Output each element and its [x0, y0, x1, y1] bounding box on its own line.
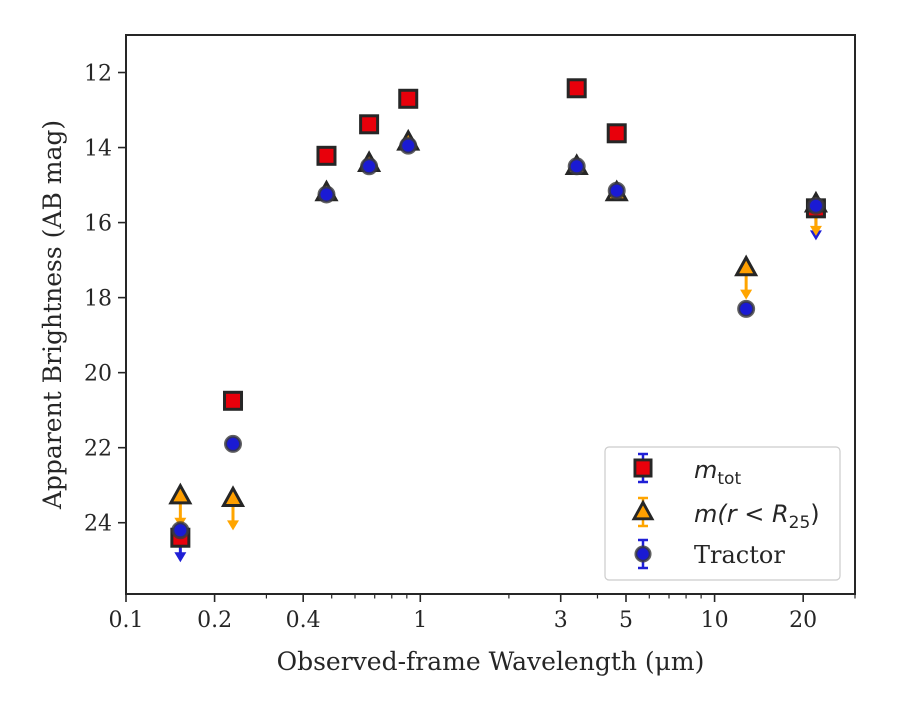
x-tick-label: 0.4: [286, 608, 321, 633]
mtot-point: [316, 145, 337, 166]
legend-label-tractor: Tractor: [694, 541, 785, 569]
mr25-point: [220, 485, 246, 508]
legend-box: [604, 446, 841, 581]
legend-mtot-subscript: tot: [717, 469, 741, 489]
x-tick-label: 1: [413, 608, 427, 633]
tractor-point: [607, 181, 626, 200]
y-tick-label: 22: [84, 437, 112, 462]
plot-frame: [125, 34, 856, 595]
y-axis-label: Apparent Brightness (AB mag): [38, 120, 67, 510]
legend-symbol: [633, 458, 653, 478]
legend-marker-triangle: [631, 496, 655, 528]
mtot-point: [566, 78, 587, 99]
y-tick-label: 14: [84, 137, 112, 162]
legend: mtot m(r < R25) Tractor: [604, 446, 841, 581]
y-tick-label: 16: [84, 212, 112, 237]
y-tick-label: 24: [84, 512, 112, 537]
legend-mtot-symbol: m: [694, 456, 717, 484]
legend-marker-square: [633, 452, 653, 484]
tractor-point: [317, 185, 336, 204]
data-marks: [168, 78, 828, 563]
y-tick-label: 18: [84, 287, 112, 312]
tractor-point: [737, 299, 756, 318]
legend-symbol: [631, 499, 655, 521]
tractor-point: [171, 521, 190, 540]
legend-symbol: [634, 545, 652, 563]
legend-mr25-suffix: ): [810, 500, 819, 528]
legend-mr25-symbol: m(r < R: [694, 500, 789, 528]
mtot-point: [359, 114, 380, 135]
x-tick-label: 0.1: [109, 608, 144, 633]
legend-markers: [631, 452, 655, 570]
y-tick-label: 12: [84, 62, 112, 87]
axis-ticks: 0.1 0.2 0.4 1 3 5 10 20 12 14 16 18 20 22 24: [84, 62, 856, 633]
x-axis-label: Observed-frame Wavelength (μm): [277, 647, 705, 676]
x-tick-label: 5: [619, 608, 633, 633]
legend-marker-circle: [634, 538, 652, 570]
mtot-point: [223, 390, 244, 411]
tractor-point: [567, 157, 586, 176]
x-tick-label: 10: [701, 608, 729, 633]
y-tick-label: 20: [84, 362, 112, 387]
tractor-point: [806, 196, 825, 215]
x-tick-label: 20: [789, 608, 817, 633]
tractor-point: [224, 434, 243, 453]
legend-label-mtot: mtot: [694, 456, 741, 489]
x-tick-label: 0.2: [197, 608, 232, 633]
mr25-point: [168, 482, 193, 505]
mtot-point: [606, 123, 627, 144]
legend-mr25-subscript: 25: [789, 513, 811, 533]
tractor-point: [360, 157, 379, 176]
legend-label-mr25: m(r < R25): [694, 500, 820, 533]
mr25-point: [734, 254, 759, 277]
mtot-point: [398, 88, 419, 109]
x-tick-label: 3: [554, 608, 568, 633]
tractor-point: [399, 136, 418, 155]
